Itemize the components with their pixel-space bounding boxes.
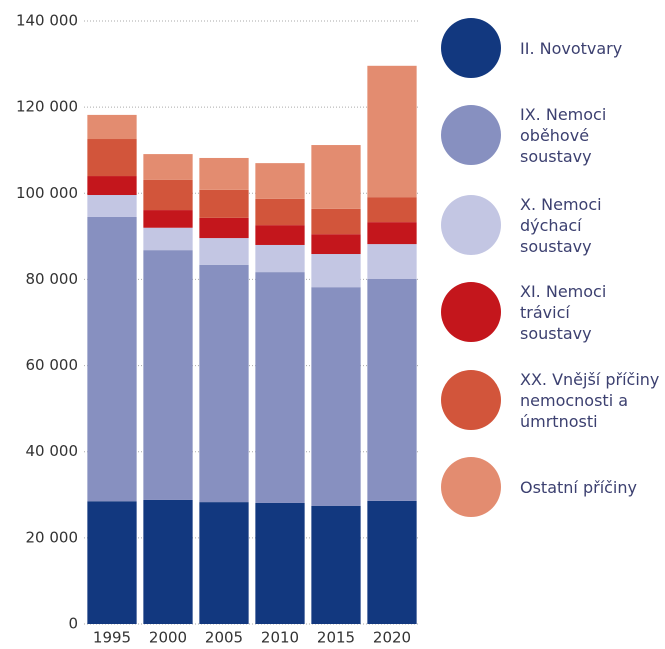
bar-segment	[199, 157, 249, 190]
y-tick-label: 40 000	[26, 442, 79, 460]
bar-segment	[311, 254, 361, 288]
bar-segment	[87, 176, 137, 196]
y-tick-label: 120 000	[16, 98, 78, 116]
legend-label: IX. Nemoci oběhové soustavy	[520, 104, 607, 166]
bar-segment	[255, 272, 305, 503]
bar-segment	[199, 238, 249, 265]
y-tick-label: 60 000	[26, 356, 79, 374]
legend-icon	[441, 18, 501, 78]
bar-segment	[143, 210, 193, 228]
bar-segment	[255, 244, 305, 273]
bar-segment	[367, 244, 417, 279]
bar-segment	[87, 501, 137, 624]
legend-label: X. Nemoci dýchací soustavy	[520, 194, 602, 256]
bar-segment	[311, 145, 361, 209]
bar-segment	[311, 505, 361, 624]
bar-segment	[311, 287, 361, 506]
bar-segment	[143, 250, 193, 500]
bar-segment	[143, 499, 193, 624]
legend-icon	[441, 282, 501, 342]
legend-icon	[441, 195, 501, 255]
bar-segment	[311, 208, 361, 235]
bar-segment	[87, 216, 137, 502]
bar-segment	[255, 198, 305, 226]
bar-segment	[87, 114, 137, 140]
bar-segment	[367, 197, 417, 223]
bar-segment	[143, 154, 193, 180]
y-tick-label: 80 000	[26, 270, 79, 288]
bar-segment	[199, 264, 249, 503]
x-tick-label: 2005	[205, 629, 243, 647]
legend-icon	[441, 457, 501, 517]
legend-icon	[441, 370, 501, 430]
bar-segment	[367, 278, 417, 501]
bar-segment	[87, 195, 137, 217]
bar-segment	[255, 225, 305, 245]
legend-label: II. Novotvary	[520, 38, 623, 58]
bar-segment	[199, 189, 249, 218]
bar-segment	[199, 502, 249, 624]
legend-icon	[441, 105, 501, 165]
bar-segment	[143, 179, 193, 211]
y-tick-label: 20 000	[26, 528, 79, 546]
bar-segment	[199, 217, 249, 239]
legend-label: XI. Nemoci trávicí soustavy	[520, 281, 607, 343]
x-tick-label: 2020	[373, 629, 411, 647]
bar-segment	[367, 500, 417, 624]
x-tick-label: 2000	[149, 629, 187, 647]
legend-label: XX. Vnější příčiny nemocnosti a úmrtnost…	[520, 369, 660, 431]
bar-segment	[311, 234, 361, 255]
bar-segment	[367, 65, 417, 198]
bar-segment	[255, 502, 305, 624]
y-tick-label: 100 000	[16, 184, 78, 202]
x-tick-label: 1995	[93, 629, 131, 647]
legend-label: Ostatní příčiny	[520, 477, 637, 497]
x-tick-label: 2010	[261, 629, 299, 647]
bar-segment	[255, 163, 305, 199]
bar-segment	[367, 222, 417, 245]
y-tick-label: 140 000	[16, 12, 78, 30]
x-tick-label: 2015	[317, 629, 355, 647]
bar-segment	[87, 139, 137, 177]
bar-segment	[143, 227, 193, 251]
y-tick-label: 0	[68, 615, 78, 633]
